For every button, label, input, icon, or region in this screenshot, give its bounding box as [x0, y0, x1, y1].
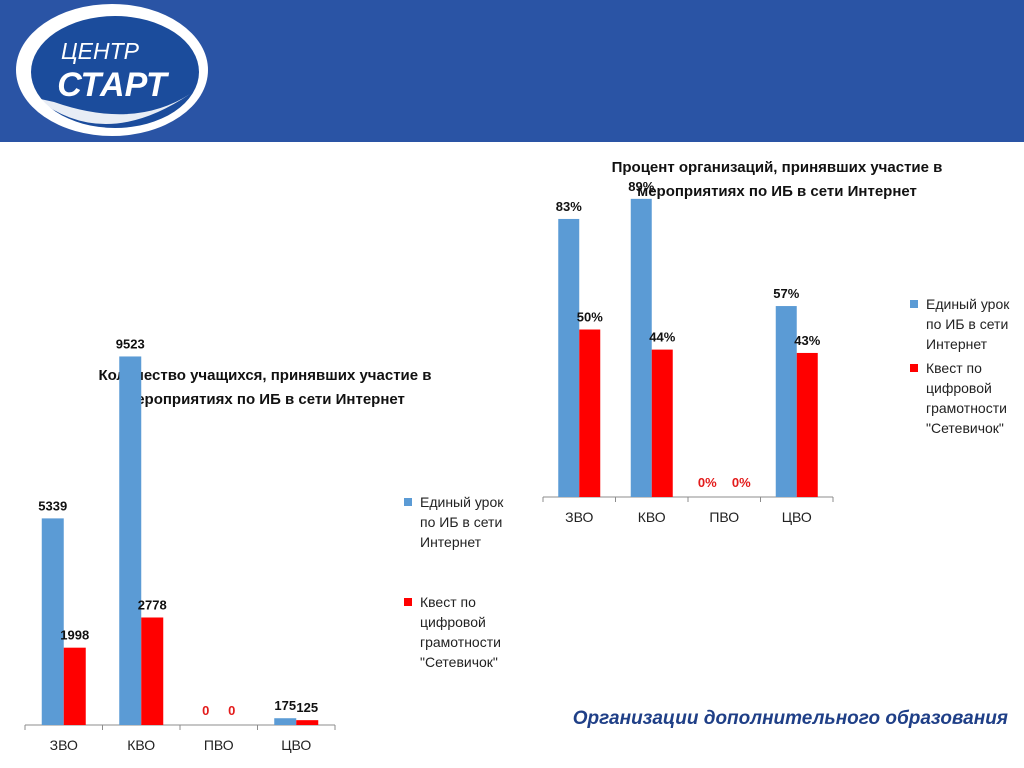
chart2-data-label: 89%	[628, 179, 654, 194]
chart2-data-label: 43%	[794, 333, 820, 348]
chart2-legend: Единый урок по ИБ в сети Интернет Квест …	[910, 294, 1022, 438]
footer-caption: Организации дополнительного образования	[572, 708, 1008, 729]
chart1-bar	[141, 617, 164, 725]
chart2-bar	[579, 329, 601, 497]
chart1-data-label: 175	[274, 698, 296, 713]
chart2-data-label: 50%	[577, 310, 603, 325]
header-band: ЦЕНТР СТАРТ	[0, 0, 1024, 142]
chart2-bar	[651, 349, 673, 497]
chart1-legend-swatch-2	[404, 598, 412, 606]
chart1-data-label: 0	[228, 703, 235, 718]
chart2-data-label: 0%	[732, 475, 751, 490]
chart1-bar	[119, 356, 142, 725]
chart1-legend: Единый урок по ИБ в сети Интернет Квест …	[404, 492, 522, 672]
chart2-bar	[630, 198, 652, 497]
chart1-x-tick-label: ЦВО	[281, 737, 311, 753]
centr-start-logo: ЦЕНТР СТАРТ	[16, 4, 208, 136]
chart2-x-tick-label: КВО	[638, 509, 666, 525]
chart2-data-label: 57%	[773, 286, 799, 301]
chart2-data-label: 44%	[649, 330, 675, 345]
chart2-x-tick-label: ЗВО	[565, 509, 593, 525]
chart2-data-label: 0%	[698, 475, 717, 490]
chart1-data-label: 5339	[38, 498, 67, 513]
chart2-legend-swatch-1	[910, 300, 918, 308]
chart2-bar	[796, 352, 818, 497]
chart1-legend-item-1: Единый урок по ИБ в сети Интернет	[404, 492, 522, 552]
chart1-title: Количество учащихся, принявших участие в…	[98, 367, 432, 408]
chart1-legend-item-2: Квест по цифровой грамотности "Сетевичок…	[404, 592, 522, 672]
chart2-data-label: 83%	[556, 199, 582, 214]
chart2-title: Процент организаций, принявших участие в…	[611, 159, 943, 200]
chart2-x-tick-label: ЦВО	[782, 509, 812, 525]
chart1-bar	[274, 718, 297, 725]
chart2-legend-swatch-2	[910, 364, 918, 372]
logo-text-line1: ЦЕНТР	[61, 38, 140, 64]
chart1-x-tick-label: КВО	[127, 737, 155, 753]
chart2-legend-label-1: Единый урок по ИБ в сети Интернет	[926, 296, 1010, 352]
logo-text-line2: СТАРТ	[57, 66, 170, 104]
chart1-legend-label-1: Единый урок по ИБ в сети Интернет	[420, 494, 504, 550]
chart2-bar	[775, 306, 797, 497]
chart2-bar	[558, 218, 580, 497]
chart1-bar	[63, 647, 86, 725]
chart1-data-label: 9523	[116, 336, 145, 351]
chart2-x-tick-label: ПВО	[709, 509, 739, 525]
chart1-x-tick-label: ЗВО	[50, 737, 78, 753]
chart1-bar	[296, 720, 319, 725]
chart2-legend-item-1: Единый урок по ИБ в сети Интернет	[910, 294, 1022, 354]
chart2-legend-item-2: Квест по цифровой грамотности "Сетевичок…	[910, 358, 1022, 438]
chart1-data-label: 0	[202, 703, 209, 718]
chart1-data-label: 1998	[60, 628, 89, 643]
chart1-data-label: 2778	[138, 597, 167, 612]
chart1-data-label: 125	[296, 700, 318, 715]
chart1-bar	[41, 518, 64, 725]
chart2-legend-label-2: Квест по цифровой грамотности "Сетевичок…	[926, 360, 1007, 436]
chart1-legend-label-2: Квест по цифровой грамотности "Сетевичок…	[420, 594, 501, 670]
chart1-legend-swatch-1	[404, 498, 412, 506]
chart1-x-tick-label: ПВО	[204, 737, 234, 753]
